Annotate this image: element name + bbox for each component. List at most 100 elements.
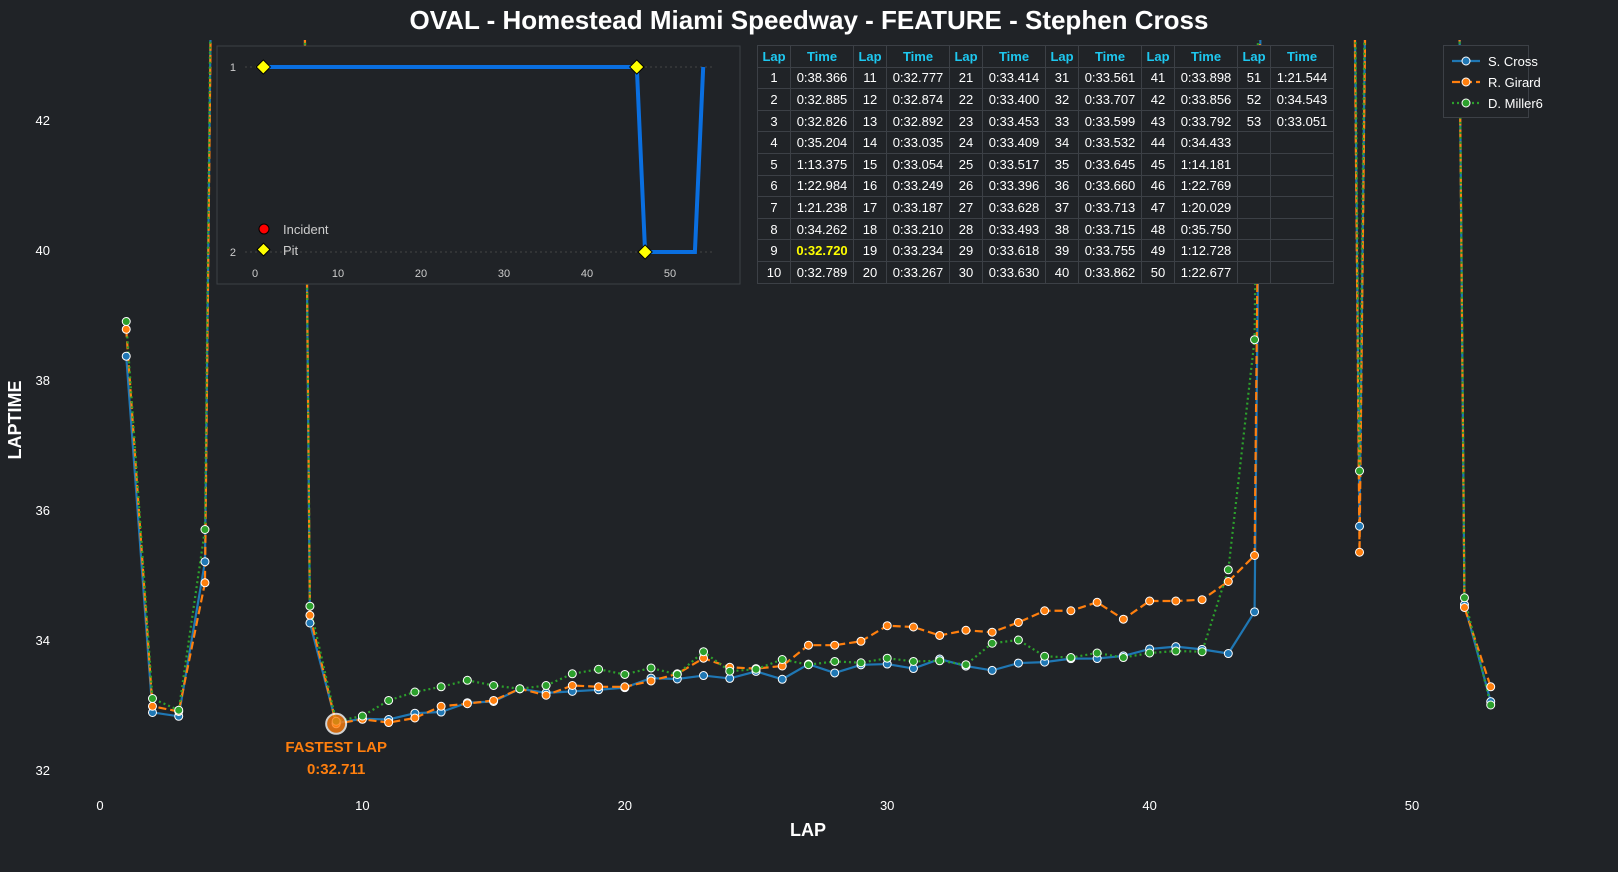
data-point [1118, 614, 1128, 624]
chart-title: OVAL - Homestead Miami Speedway - FEATUR… [409, 5, 1209, 35]
lap-time-cell: 0:33.862 [1078, 260, 1142, 284]
lap-number-cell: 26 [949, 174, 983, 198]
x-tick-label: 40 [1142, 798, 1156, 813]
lap-time-cell: 0:38.366 [790, 66, 854, 90]
lap-time-cell: 0:33.414 [982, 66, 1046, 90]
table-header-row: Lap Time Lap Time Lap Time Lap Time Lap Time Lap Ti… [757, 45, 1334, 68]
data-point [935, 656, 945, 666]
lap-header: Lap [757, 45, 791, 68]
fastest-lap-label: FASTEST LAP [285, 739, 387, 756]
data-point [1459, 593, 1469, 603]
data-point [987, 665, 997, 675]
lap-time-cell: 0:32.826 [790, 109, 854, 133]
data-point [646, 676, 656, 686]
lap-time-cell: 0:33.396 [982, 174, 1046, 198]
legend-label: R. Girard [1488, 74, 1541, 90]
data-point [462, 675, 472, 685]
lap-number-cell: 32 [1045, 88, 1079, 111]
lap-time-cell: 0:33.035 [886, 131, 950, 154]
data-point [515, 684, 525, 694]
lap-time-cell: 0:32.777 [886, 66, 950, 90]
data-point [1092, 597, 1102, 607]
table-row: 5 1:13.375 15 0:33.054 25 0:33.517 35 0:33.645 4… [757, 152, 1334, 176]
data-point [410, 687, 420, 697]
lap-time-cell [1270, 131, 1334, 154]
lap-time-cell: 1:14.181 [1174, 152, 1238, 176]
data-point [1197, 647, 1207, 657]
lap-time-cell [1270, 239, 1334, 262]
lap-number-cell: 16 [853, 174, 887, 198]
table-row: 9 0:32.720 19 0:33.234 29 0:33.618 39 0:33.755 4… [757, 239, 1334, 262]
lap-number-cell: 19 [853, 239, 887, 262]
x-tick-label: 0 [96, 798, 103, 813]
data-point [594, 664, 604, 674]
lap-number-cell: 41 [1141, 66, 1175, 90]
lap-time-cell: 0:35.204 [790, 131, 854, 154]
lap-number-cell: 14 [853, 131, 887, 154]
lap-number-cell: 33 [1045, 109, 1079, 133]
data-point [777, 655, 787, 664]
data-point [1118, 653, 1128, 663]
lap-header: Lap [1141, 45, 1175, 68]
lap-time-cell: 0:33.645 [1078, 152, 1142, 176]
table-row: 6 1:22.984 16 0:33.249 26 0:33.396 36 0:33.660 4… [757, 174, 1334, 198]
data-point [1040, 606, 1050, 616]
lap-time-cell: 0:33.630 [982, 260, 1046, 284]
data-point [1223, 565, 1233, 575]
data-point [882, 653, 892, 663]
lap-number-cell: 23 [949, 109, 983, 133]
data-point [830, 640, 840, 650]
lap-number-cell: 5 [757, 152, 791, 176]
data-point [147, 694, 157, 703]
data-point [489, 695, 499, 705]
data-point [1066, 653, 1076, 663]
data-point [987, 627, 997, 637]
lap-number-cell: 39 [1045, 239, 1079, 262]
data-point [908, 622, 918, 632]
data-point [147, 701, 157, 711]
lap-time-cell: 0:33.898 [1174, 66, 1238, 90]
x-tick-label: 10 [355, 798, 369, 813]
lap-number-cell: 53 [1237, 109, 1271, 133]
time-header: Time [1174, 45, 1238, 68]
lap-number-cell: 24 [949, 131, 983, 154]
lap-time-cell: 0:32.720 [790, 239, 854, 262]
lap-number-cell: 20 [853, 260, 887, 284]
lap-number-cell: 11 [853, 66, 887, 90]
data-point [1066, 606, 1076, 616]
fastest-lap-marker [325, 712, 348, 735]
lap-number-cell: 47 [1141, 196, 1175, 219]
lap-number-cell: 21 [949, 66, 983, 90]
data-point [1013, 617, 1023, 627]
lap-time-cell: 0:33.493 [982, 217, 1046, 241]
lap-time-cell: 1:22.769 [1174, 174, 1238, 198]
lap-time-cell: 0:34.433 [1174, 131, 1238, 154]
data-point [541, 690, 551, 700]
lap-time-cell: 0:35.750 [1174, 217, 1238, 241]
lap-time-cell: 0:33.054 [886, 152, 950, 176]
data-point [803, 640, 813, 650]
lap-time-cell: 0:33.707 [1078, 88, 1142, 111]
lap-time-cell: 1:21.238 [790, 196, 854, 219]
lap-time-cell: 0:32.892 [886, 109, 950, 133]
x-tick-label: 30 [880, 798, 894, 813]
y-axis-label: LAPTIME [5, 381, 25, 460]
lap-number-cell: 18 [853, 217, 887, 241]
y-tick-label: 32 [36, 763, 50, 778]
lap-number-cell: 30 [949, 260, 983, 284]
time-header: Time [886, 45, 950, 68]
lap-time-cell: 1:22.677 [1174, 260, 1238, 284]
data-point [436, 701, 446, 711]
lap-number-cell: 46 [1141, 174, 1175, 198]
data-point [594, 682, 604, 692]
lap-number-cell: 17 [853, 196, 887, 219]
data-point [567, 669, 577, 679]
time-header: Time [982, 45, 1046, 68]
y-tick-label: 40 [36, 243, 50, 258]
data-point [200, 525, 210, 534]
lap-time-cell: 0:34.543 [1270, 88, 1334, 111]
data-point [357, 711, 367, 721]
lap-header: Lap [1045, 45, 1079, 68]
data-point [699, 671, 709, 681]
lap-time-cell: 0:33.628 [982, 196, 1046, 219]
